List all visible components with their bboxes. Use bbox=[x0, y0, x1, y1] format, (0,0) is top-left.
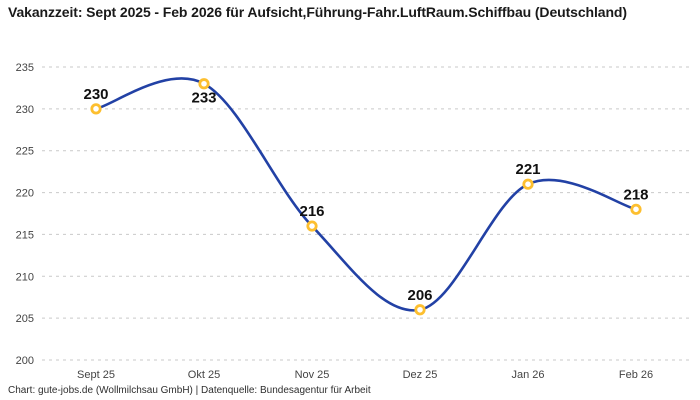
x-axis-tick-label: Nov 25 bbox=[295, 369, 330, 381]
data-point-marker[interactable] bbox=[630, 203, 642, 215]
data-point-marker[interactable] bbox=[198, 78, 210, 90]
chart-title: Vakanzzeit: Sept 2025 - Feb 2026 für Auf… bbox=[8, 4, 627, 20]
data-point-marker[interactable] bbox=[90, 103, 102, 115]
y-axis-tick-label: 235 bbox=[16, 62, 34, 74]
y-axis-tick-label: 210 bbox=[16, 271, 34, 283]
data-point-marker[interactable] bbox=[522, 178, 534, 190]
x-axis-tick-label: Okt 25 bbox=[188, 369, 220, 381]
y-axis-tick-label: 230 bbox=[16, 104, 34, 116]
data-point-value-label: 216 bbox=[299, 203, 324, 220]
x-axis-tick-label: Jan 26 bbox=[511, 369, 544, 381]
y-axis-tick-label: 215 bbox=[16, 229, 34, 241]
data-point-value-label: 233 bbox=[191, 90, 216, 107]
x-axis-tick-label: Sept 25 bbox=[77, 369, 115, 381]
y-axis-tick-label: 220 bbox=[16, 188, 34, 200]
x-axis-tick-label: Dez 25 bbox=[403, 369, 438, 381]
x-axis-tick-label: Feb 26 bbox=[619, 369, 653, 381]
data-point-value-label: 206 bbox=[407, 287, 432, 304]
data-point-value-label: 218 bbox=[623, 186, 648, 203]
y-axis-tick-label: 225 bbox=[16, 146, 34, 158]
data-point-marker[interactable] bbox=[414, 304, 426, 316]
chart-attribution: Chart: gute-jobs.de (Wollmilchsau GmbH) … bbox=[8, 385, 371, 396]
data-point-value-label: 230 bbox=[83, 86, 108, 103]
line-series-path bbox=[94, 77, 638, 312]
y-axis-tick-label: 205 bbox=[16, 313, 34, 325]
data-point-marker[interactable] bbox=[306, 220, 318, 232]
y-axis-tick-label: 200 bbox=[16, 355, 34, 367]
data-point-value-label: 221 bbox=[515, 161, 540, 178]
